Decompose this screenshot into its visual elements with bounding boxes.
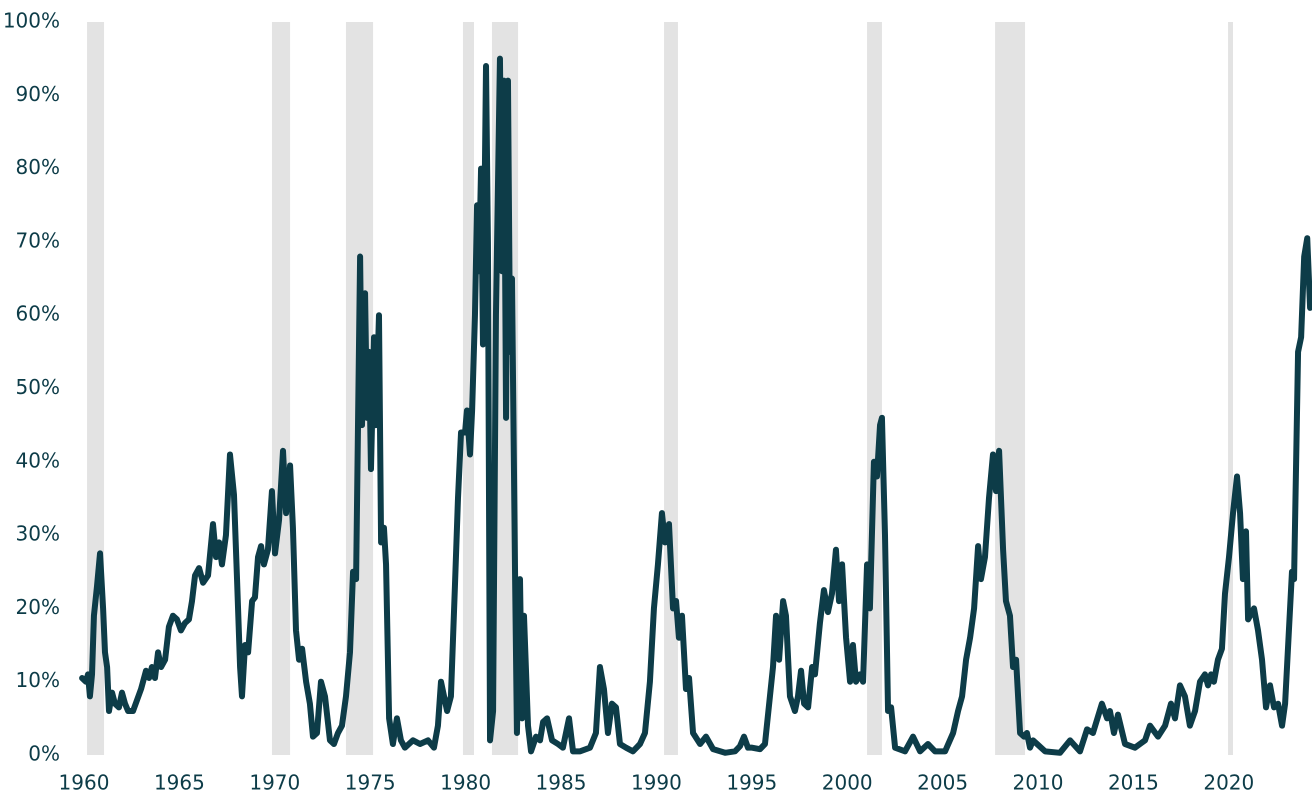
y-tick-label: 30%: [16, 522, 60, 546]
recession-band: [1228, 22, 1234, 755]
y-tick-label: 70%: [16, 228, 60, 252]
y-tick-label: 10%: [16, 668, 60, 692]
recession-band: [867, 22, 882, 755]
y-tick-label: 60%: [16, 302, 60, 326]
x-tick-label: 2000: [822, 771, 873, 795]
recession-band: [271, 22, 291, 755]
x-tick-label: 1985: [536, 771, 587, 795]
x-tick-label: 2010: [1013, 771, 1064, 795]
x-tick-label: 1980: [440, 771, 491, 795]
y-tick-label: 20%: [16, 595, 60, 619]
x-tick-label: 1970: [249, 771, 300, 795]
x-tick-label: 2005: [917, 771, 968, 795]
data-line: [79, 55, 1312, 756]
x-tick-label: 1965: [154, 771, 205, 795]
x-tick-label: 2020: [1203, 771, 1254, 795]
y-tick-label: 50%: [16, 375, 60, 399]
recession-band: [664, 22, 678, 755]
x-tick-label: 1960: [59, 771, 110, 795]
y-tick-label: 0%: [28, 742, 60, 766]
x-tick-label: 1995: [726, 771, 777, 795]
x-tick-label: 2015: [1108, 771, 1159, 795]
x-tick-label: 1975: [345, 771, 396, 795]
y-tick-label: 90%: [16, 82, 60, 106]
y-tick-label: 40%: [16, 448, 60, 472]
x-tick-label: 1990: [631, 771, 682, 795]
y-tick-label: 80%: [16, 155, 60, 179]
recession-band: [462, 22, 475, 755]
y-tick-label: 100%: [3, 9, 60, 33]
